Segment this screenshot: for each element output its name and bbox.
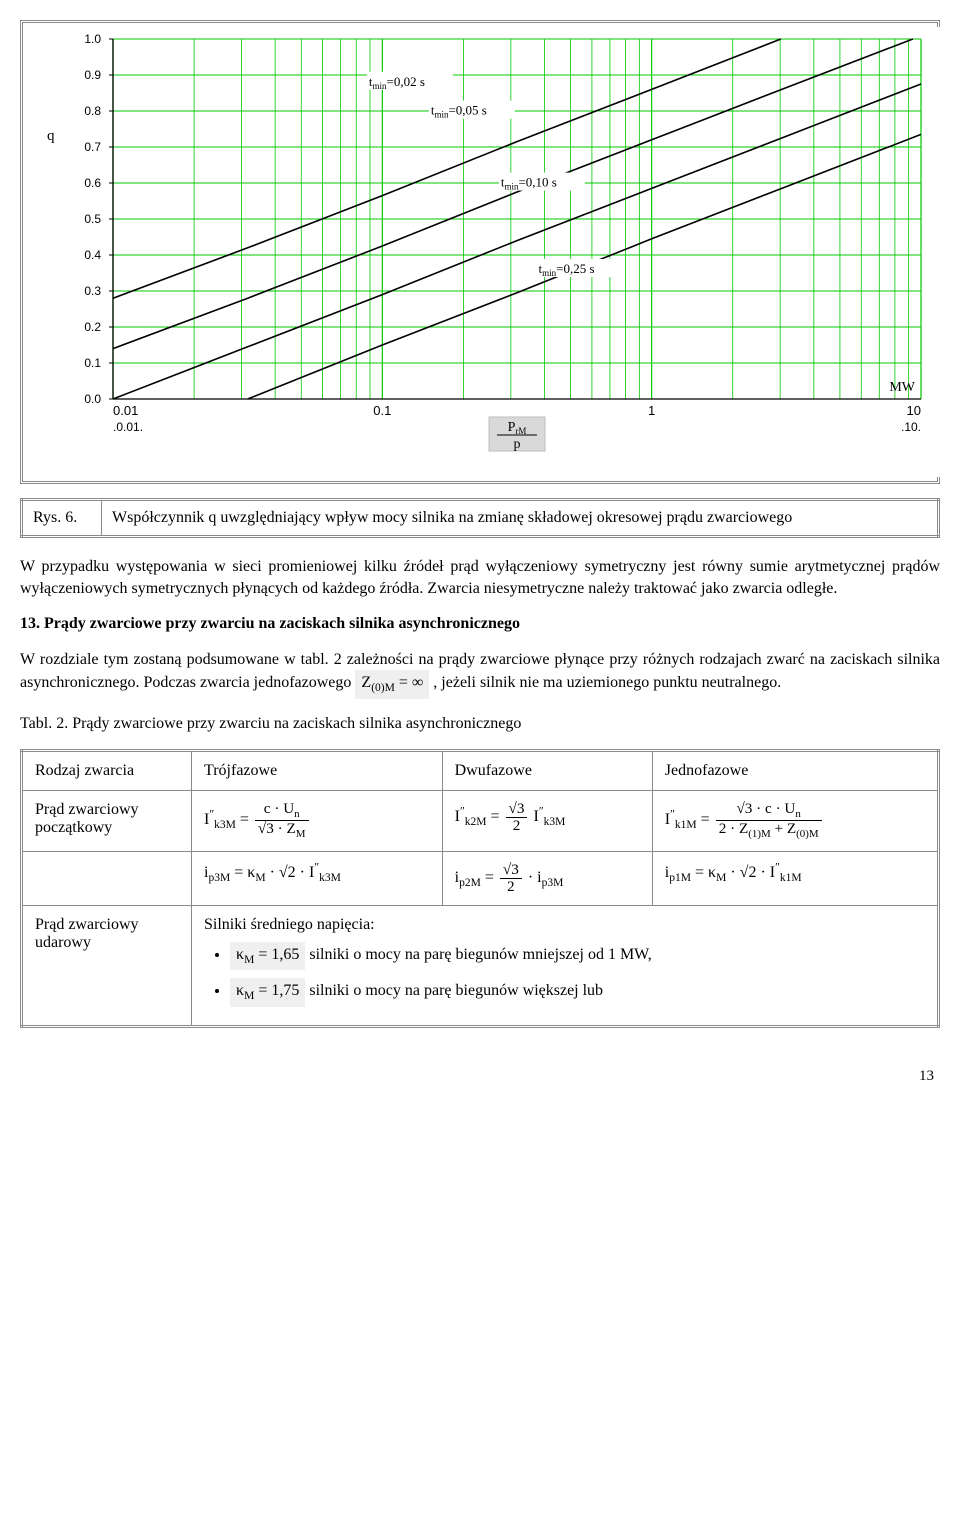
svg-text:0.01: 0.01 [113, 403, 138, 418]
svg-text:0.7: 0.7 [84, 140, 101, 154]
kappa-175-text: silniki o mocy na parę biegunów większej… [309, 982, 603, 999]
inline-equation-z0m: Z(0)M = ∞ [355, 670, 429, 699]
svg-text:0.1: 0.1 [84, 356, 101, 370]
table-header-3phase: Trójfazowe [192, 750, 443, 790]
svg-text:0.0: 0.0 [84, 392, 101, 406]
svg-text:.0.01.: .0.01. [113, 420, 143, 434]
table-header-2phase: Dwufazowe [442, 750, 652, 790]
table-header-type: Rodzaj zwarcia [22, 750, 192, 790]
cell-ik3m: I″k3M = c · Un√3 · ZM [192, 790, 443, 851]
svg-text:MW: MW [889, 380, 915, 395]
svg-text:10: 10 [907, 403, 921, 418]
svg-text:0.2: 0.2 [84, 320, 101, 334]
cell-ip2m: ip2M = √32 · ip3M [442, 851, 652, 905]
cell-ik1m: I″k1M = √3 · c · Un 2 · Z(1)M + Z(0)M [652, 790, 938, 851]
cell-ik2m: I″k2M = √32 I″k3M [442, 790, 652, 851]
figure-label: Rys. 6. [22, 500, 102, 537]
table-header-1phase: Jednofazowe [652, 750, 938, 790]
section-13-heading: 13. Prądy zwarciowe przy zwarciu na zaci… [20, 613, 940, 635]
row-label-peak: Prąd zwarciowy udarowy [22, 905, 192, 1026]
svg-text:1: 1 [648, 403, 655, 418]
table-row: ip3M = κM · √2 · I″k3M ip2M = √32 · ip3M… [22, 851, 939, 905]
paragraph-1: W przypadku występowania w sieci promien… [20, 556, 940, 599]
row-label-blank [22, 851, 192, 905]
svg-text:0.4: 0.4 [84, 248, 101, 262]
svg-text:0.1: 0.1 [373, 403, 391, 418]
row-label-initial: Prąd zwarciowy początkowy [22, 790, 192, 851]
svg-text:1.0: 1.0 [84, 32, 101, 46]
udarowy-intro: Silniki średniego napięcia: [204, 916, 925, 934]
chart-container: 0.0 0.1 0.2 0.3 0.4 0.5 0.6 0.7 0.8 0.9 1.0 0.01 .0.… [20, 20, 940, 484]
q-vs-prm-chart: 0.0 0.1 0.2 0.3 0.4 0.5 0.6 0.7 0.8 0.9 1.0 0.01 .0.… [27, 27, 947, 477]
paragraph-2b: , jeżeli silnik nie ma uziemionego punkt… [433, 674, 781, 691]
figure-caption-text: Współczynnik q uwzględniający wpływ mocy… [102, 500, 939, 537]
cell-ip1m: ip1M = κM · √2 · I″k1M [652, 851, 938, 905]
svg-text:q: q [47, 128, 55, 144]
cell-udarowy-notes: Silniki średniego napięcia: κM = 1,65 si… [192, 905, 939, 1026]
list-item: κM = 1,65 silniki o mocy na parę biegunó… [230, 942, 925, 971]
table-2-title: Tabl. 2. Prądy zwarciowe przy zwarciu na… [20, 713, 940, 735]
chart-svg: 0.0 0.1 0.2 0.3 0.4 0.5 0.6 0.7 0.8 0.9 1.0 0.01 .0.… [27, 27, 947, 477]
svg-text:0.8: 0.8 [84, 104, 101, 118]
figure-caption-table: Rys. 6. Współczynnik q uwzględniający wp… [20, 498, 940, 538]
svg-text:0.3: 0.3 [84, 284, 101, 298]
page-number: 13 [20, 1068, 940, 1085]
svg-text:.10.: .10. [901, 420, 921, 434]
table-row: Prąd zwarciowy udarowy Silniki średniego… [22, 905, 939, 1026]
table-row: Rodzaj zwarcia Trójfazowe Dwufazowe Jedn… [22, 750, 939, 790]
svg-text:0.5: 0.5 [84, 212, 101, 226]
cell-ip3m: ip3M = κM · √2 · I″k3M [192, 851, 443, 905]
svg-text:0.6: 0.6 [84, 176, 101, 190]
paragraph-2: W rozdziale tym zostaną podsumowane w ta… [20, 649, 940, 699]
kappa-175-chip: κM = 1,75 [230, 978, 305, 1007]
kappa-165-text: silniki o mocy na parę biegunów mniejsze… [309, 946, 651, 963]
svg-text:p: p [514, 437, 521, 452]
svg-text:0.9: 0.9 [84, 68, 101, 82]
kappa-165-chip: κM = 1,65 [230, 942, 305, 971]
table-row: Prąd zwarciowy początkowy I″k3M = c · Un… [22, 790, 939, 851]
list-item: κM = 1,75 silniki o mocy na parę biegunó… [230, 978, 925, 1007]
short-circuit-currents-table: Rodzaj zwarcia Trójfazowe Dwufazowe Jedn… [20, 749, 940, 1028]
